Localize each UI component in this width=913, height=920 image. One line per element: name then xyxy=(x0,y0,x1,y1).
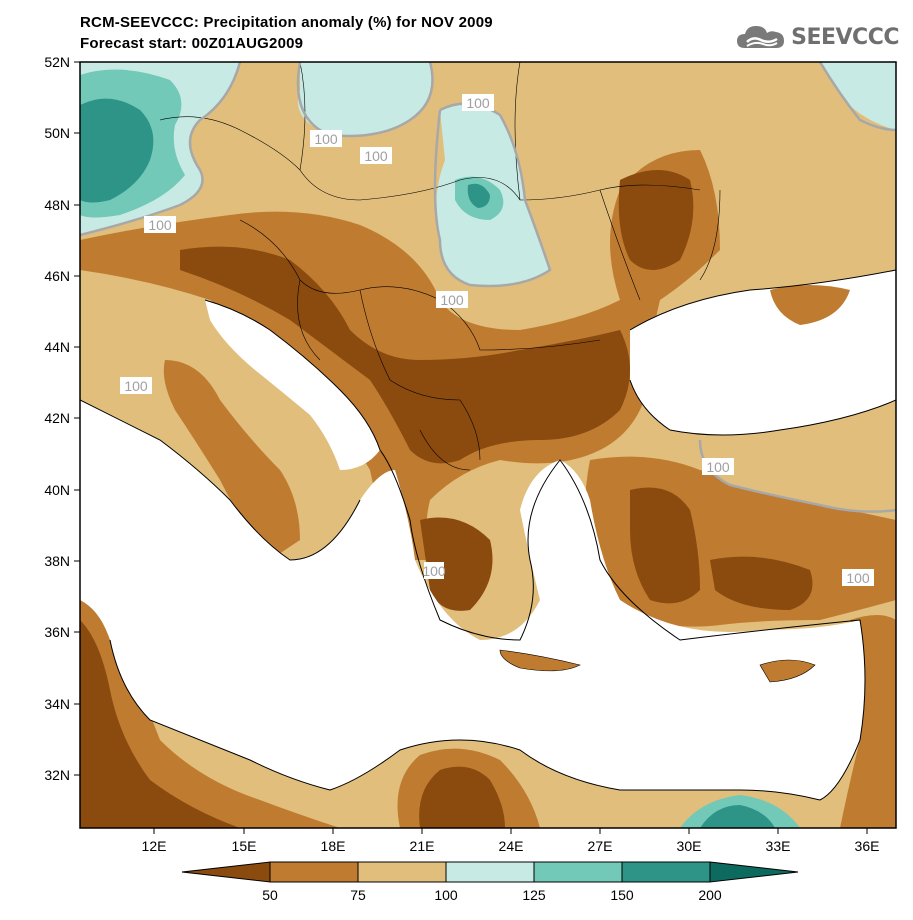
lon-label-36e: 36E xyxy=(854,838,880,854)
cloud-icon xyxy=(737,26,785,48)
colorbar xyxy=(181,861,799,883)
lat-label-36n: 36N xyxy=(44,624,70,640)
lat-label-32n: 32N xyxy=(44,767,70,783)
coastline-north xyxy=(204,299,866,801)
colorbar-segment-50-75 xyxy=(269,861,359,883)
colorbar-segment-150-200 xyxy=(621,861,711,883)
lat-label-52n: 52N xyxy=(44,54,70,70)
map-field xyxy=(80,62,896,828)
map-frame xyxy=(79,61,897,829)
forecast-start: Forecast start: 00Z01AUG2009 xyxy=(80,35,304,52)
adriatic-sea xyxy=(205,300,380,470)
lon-label-27e: 27E xyxy=(587,838,613,854)
very-dry-region-tunisia xyxy=(80,620,240,828)
very-wet-region-nile-delta xyxy=(700,805,775,828)
colorbar-label-100: 100 xyxy=(434,887,458,903)
colorbar-label-150: 150 xyxy=(610,887,634,903)
contour-100-lines xyxy=(80,62,896,513)
lat-label-42n: 42N xyxy=(44,410,70,426)
contour-label: 100 xyxy=(364,148,388,164)
colorbar-label-75: 75 xyxy=(350,887,366,903)
lat-label-40n: 40N xyxy=(44,482,70,498)
lat-label-38n: 38N xyxy=(44,553,70,569)
lon-label-18e: 18E xyxy=(320,838,346,854)
very-dry-region-balkans xyxy=(180,246,630,464)
lat-label-34n: 34N xyxy=(44,696,70,712)
colorbar-segment-below-50 xyxy=(181,861,271,883)
very-dry-region-west-turkey xyxy=(630,487,700,604)
contour-label: 100 xyxy=(846,570,870,586)
lon-label-33e: 33E xyxy=(765,838,791,854)
contour-label: 100 xyxy=(124,378,148,394)
crete-island xyxy=(499,649,581,672)
colorbar-segment-125-150 xyxy=(533,861,623,883)
lat-label-44n: 44N xyxy=(44,339,70,355)
lon-label-24e: 24E xyxy=(498,838,524,854)
contour-labels: 100 100 100 100 100 100 100 100 100 xyxy=(120,94,874,586)
contour-label: 100 xyxy=(422,563,446,579)
contour-label: 100 xyxy=(314,131,338,147)
lon-label-12e: 12E xyxy=(141,838,167,854)
contour-label: 100 xyxy=(466,95,490,111)
map-title: RCM-SEEVCCC: Precipitation anomaly (%) f… xyxy=(80,14,493,31)
wet-region-northeast xyxy=(820,62,896,130)
very-dry-region-moldova xyxy=(618,170,694,270)
coastline-africa xyxy=(109,639,821,801)
lat-label-50n: 50N xyxy=(44,125,70,141)
colorbar-segment-75-100 xyxy=(357,861,447,883)
contour-label: 100 xyxy=(148,217,172,233)
crimea xyxy=(770,285,850,325)
dry-region-italy xyxy=(163,360,300,560)
colorbar-label-125: 125 xyxy=(522,887,546,903)
dry-region-levant xyxy=(840,615,896,828)
mediterranean-sea xyxy=(80,400,865,800)
country-borders xyxy=(159,62,721,471)
lat-label-48n: 48N xyxy=(44,197,70,213)
lon-label-21e: 21E xyxy=(409,838,435,854)
coastline-italy xyxy=(80,399,361,561)
moderate-region-anatolia xyxy=(700,426,896,512)
contour-label: 100 xyxy=(440,292,464,308)
coastline-black-sea xyxy=(629,269,896,436)
logo-text: SEEVCCC xyxy=(791,24,899,50)
very-wet-region-germany xyxy=(80,98,154,203)
very-dry-region-south-turkey xyxy=(710,556,813,610)
dry-region-tunisia xyxy=(80,590,340,828)
very-dry-region-greece xyxy=(420,517,493,611)
wet-region-poland xyxy=(298,62,433,136)
lat-label-46n: 46N xyxy=(44,268,70,284)
very-wet-carpathians xyxy=(467,183,490,208)
axis-ticks xyxy=(74,61,868,834)
very-dry-region-libya xyxy=(419,766,505,828)
cyprus-island xyxy=(759,659,816,683)
colorbar-label-200: 200 xyxy=(698,887,722,903)
contour-label: 100 xyxy=(706,459,730,475)
seevccc-logo: SEEVCCC xyxy=(735,22,899,52)
colorbar-segment-above-200 xyxy=(709,861,799,883)
colorbar-segment-100-125 xyxy=(445,861,535,883)
colorbar-label-50: 50 xyxy=(262,887,278,903)
lon-label-30e: 30E xyxy=(676,838,702,854)
lon-label-15e: 15E xyxy=(231,838,257,854)
